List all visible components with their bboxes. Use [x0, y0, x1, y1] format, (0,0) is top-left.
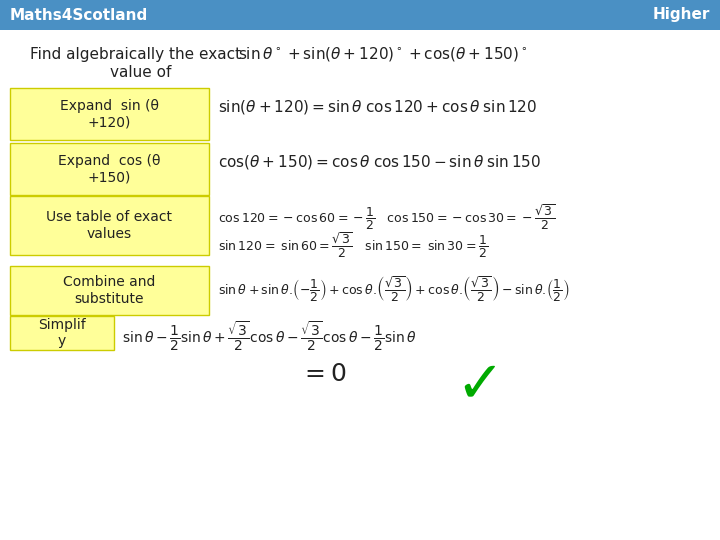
Text: value of: value of	[110, 65, 171, 80]
Text: Use table of exact
values: Use table of exact values	[47, 211, 173, 241]
Text: $\sin\theta + \sin\theta.\!\left(-\dfrac{1}{2}\right)+ \cos\theta.\!\left(\dfrac: $\sin\theta + \sin\theta.\!\left(-\dfrac…	[218, 274, 570, 303]
Text: Expand  sin (θ
+120): Expand sin (θ +120)	[60, 99, 159, 129]
FancyBboxPatch shape	[10, 266, 209, 315]
Text: $\sin120 = \;\sin60 = \dfrac{\sqrt{3}}{2}$$\quad \sin150 = \;\sin30 = \dfrac{1}{: $\sin120 = \;\sin60 = \dfrac{\sqrt{3}}{2…	[218, 230, 488, 260]
Text: $\cos(\theta+150) = \cos\theta\;\cos150 - \sin\theta\;\sin150$: $\cos(\theta+150) = \cos\theta\;\cos150 …	[218, 153, 541, 171]
Text: Maths4Scotland: Maths4Scotland	[10, 8, 148, 23]
Text: Expand  cos (θ
+150): Expand cos (θ +150)	[58, 154, 161, 184]
Text: $\checkmark$: $\checkmark$	[455, 355, 496, 412]
FancyBboxPatch shape	[0, 0, 720, 30]
Text: Simplif
y: Simplif y	[38, 318, 86, 348]
Text: $\sin\theta - \dfrac{1}{2}\sin\theta + \dfrac{\sqrt{3}}{2}\cos\theta - \dfrac{\s: $\sin\theta - \dfrac{1}{2}\sin\theta + \…	[122, 320, 417, 353]
FancyBboxPatch shape	[10, 88, 209, 140]
Text: $\cos120 = -\cos60 = -\dfrac{1}{2}$$\quad \cos150 = -\cos30 = -\dfrac{\sqrt{3}}{: $\cos120 = -\cos60 = -\dfrac{1}{2}$$\qua…	[218, 202, 555, 232]
Text: $= 0$: $= 0$	[300, 362, 347, 386]
FancyBboxPatch shape	[10, 143, 209, 195]
Text: Find algebraically the exact: Find algebraically the exact	[30, 47, 241, 62]
Text: $\sin\theta^\circ + \sin(\theta+120)^\circ + \cos(\theta+150)^\circ$: $\sin\theta^\circ + \sin(\theta+120)^\ci…	[238, 45, 528, 63]
Text: $\sin(\theta+120) = \sin\theta\;\cos120 + \cos\theta\;\sin120$: $\sin(\theta+120) = \sin\theta\;\cos120 …	[218, 98, 537, 116]
Text: Higher: Higher	[652, 8, 710, 23]
FancyBboxPatch shape	[10, 316, 114, 350]
Text: Combine and
substitute: Combine and substitute	[63, 275, 156, 306]
FancyBboxPatch shape	[10, 196, 209, 255]
